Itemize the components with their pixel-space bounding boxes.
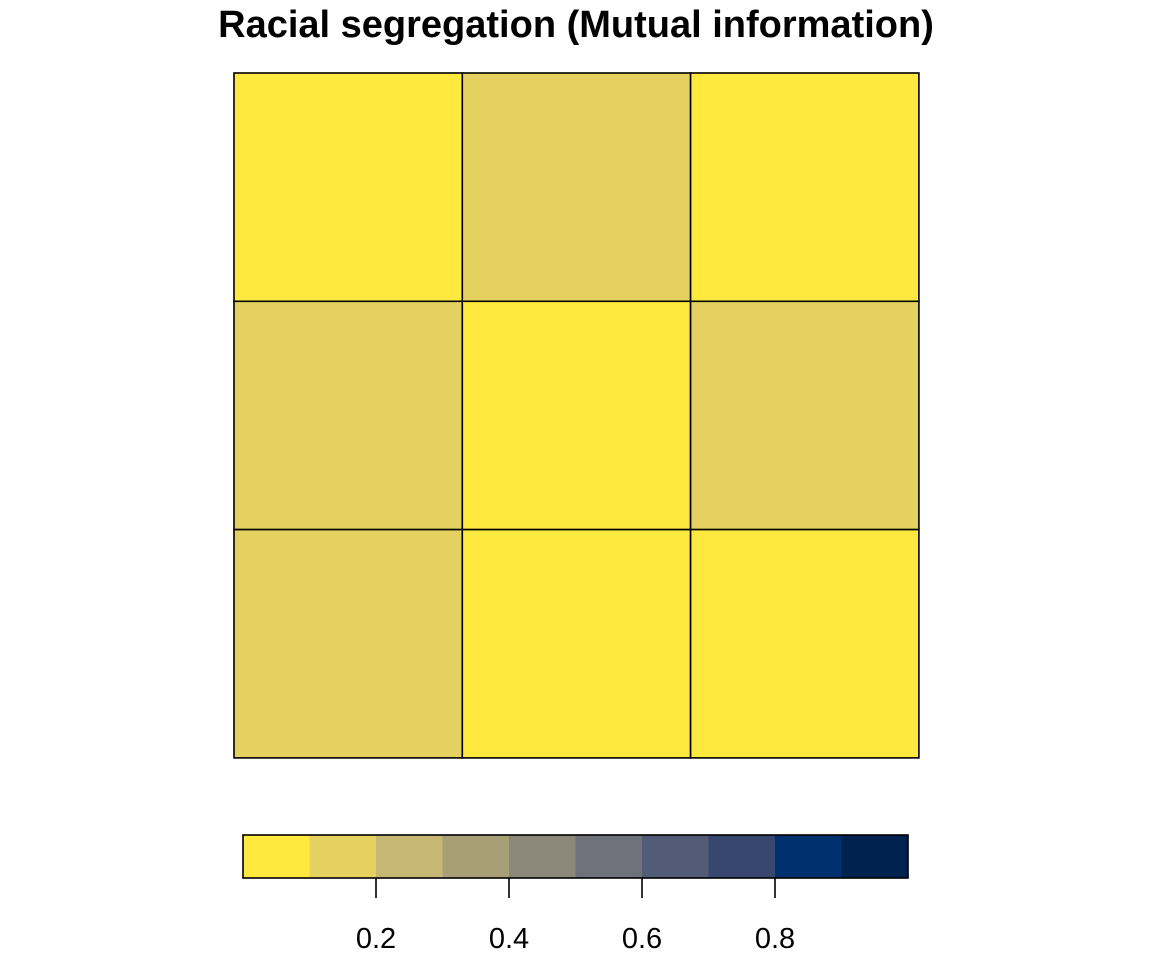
legend-swatch-8 [708, 835, 775, 878]
chart-title: Racial segregation (Mutual information) [218, 4, 934, 46]
heatmap-cell-r2-c1 [233, 300, 464, 531]
heatmap-cell-r2-c3 [689, 300, 920, 531]
legend-swatch-3 [376, 835, 443, 878]
legend-swatch-1 [243, 835, 310, 878]
heatmap-cell-r3-c3 [689, 528, 920, 759]
legend-tick-label-4: 0.8 [755, 923, 795, 955]
color-legend: 0.2 0.4 0.6 0.8 [242, 834, 909, 955]
heatmap-cell-r1-c3 [689, 72, 920, 303]
legend-frame [242, 834, 909, 879]
legend-swatch-7 [642, 835, 709, 878]
heatmap-cell-r1-c1 [233, 72, 464, 303]
legend-tick-label-1: 0.2 [356, 923, 396, 955]
heatmap-cell-r2-c2 [461, 300, 692, 531]
heatmap-cell-r1-c2 [461, 72, 692, 303]
heatmap-cell-r3-c1 [233, 528, 464, 759]
legend-swatch-4 [442, 835, 509, 878]
legend-swatch-10 [841, 835, 908, 878]
legend-swatch-6 [575, 835, 642, 878]
legend-tick-label-2: 0.4 [489, 923, 529, 955]
legend-tick-label-3: 0.6 [622, 923, 662, 955]
legend-swatch-5 [509, 835, 576, 878]
heatmap-cell-r3-c2 [461, 528, 692, 759]
legend-swatch-9 [775, 835, 842, 878]
heatmap-grid [233, 72, 920, 759]
legend-swatch-2 [309, 835, 376, 878]
